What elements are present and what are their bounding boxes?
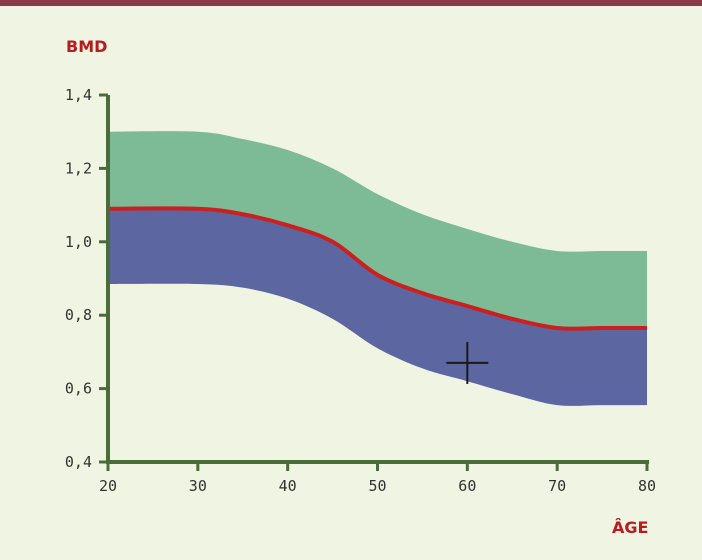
x-tick-label-0: 20 bbox=[99, 477, 117, 495]
y-tick-label-3: 1,0 bbox=[65, 233, 92, 251]
series-layer bbox=[107, 206, 647, 331]
band-0 bbox=[108, 131, 647, 329]
series-line-0 bbox=[107, 206, 647, 331]
x-tick-label-3: 50 bbox=[368, 477, 386, 495]
y-tick-label-0: 0,4 bbox=[65, 453, 92, 471]
x-tick-label-6: 80 bbox=[638, 477, 656, 495]
y-tick-label-1: 0,6 bbox=[65, 380, 92, 398]
band-1 bbox=[108, 208, 647, 406]
marker-layer bbox=[446, 341, 489, 384]
x-tick-label-4: 60 bbox=[458, 477, 476, 495]
x-tick-label-5: 70 bbox=[548, 477, 566, 495]
y-tick-label-5: 1,4 bbox=[65, 86, 92, 104]
x-axis-title: ÂGE bbox=[612, 518, 648, 537]
ticks-layer: 0,4 0,6 0,8 1,0 1,2 1,4 20 30 40 50 60 70 80 bbox=[65, 86, 656, 495]
y-tick-label-2: 0,8 bbox=[65, 306, 92, 324]
cross-marker bbox=[446, 341, 489, 384]
x-tick-label-2: 40 bbox=[279, 477, 297, 495]
bands-layer bbox=[108, 131, 647, 406]
x-tick-label-1: 30 bbox=[189, 477, 207, 495]
y-axis-title: BMD bbox=[66, 37, 107, 56]
top-rule bbox=[0, 0, 702, 6]
y-tick-label-4: 1,2 bbox=[65, 159, 92, 177]
